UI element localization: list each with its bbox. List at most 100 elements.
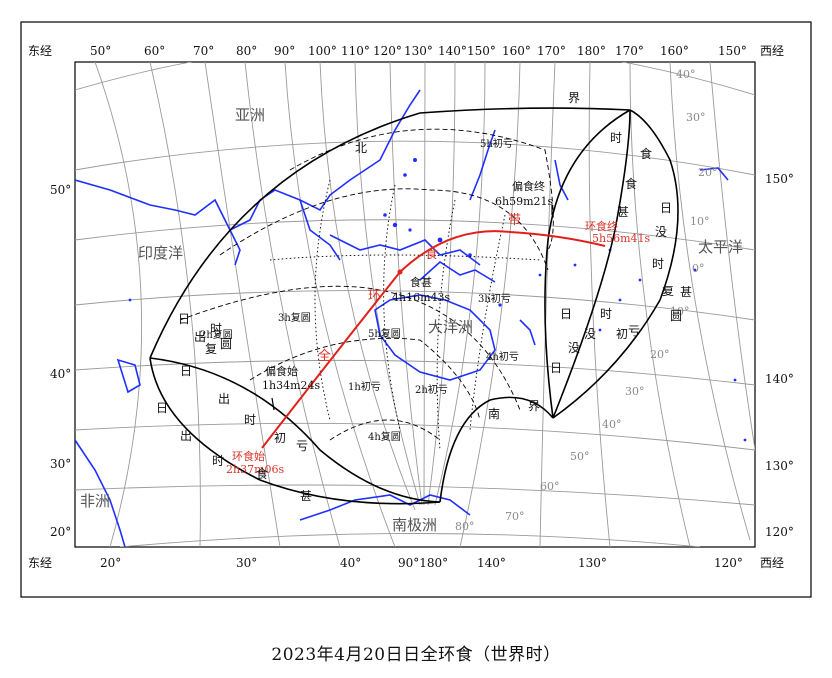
isoline-labels: 5h初亏 2h复圆 3h复圆 4h复圆 5h复圆 1h初亏 2h初亏 3h初亏 4h初亏 [200,137,519,443]
boundary-curves [149,107,679,505]
event-labels: 偏食终 6h59m21s 环食终 5h56m41s 食甚 4h16m43s 偏食… [226,179,651,476]
bottom-longitude-label: 30° [236,556,257,570]
top-longitude-label: 110° [341,44,370,58]
inner-latitude-label: 40° [676,68,696,81]
top-longitude-label: 150° [718,44,747,58]
isoline-label: 4h复圆 [368,430,401,443]
maximum-label: 食甚 [410,275,432,289]
inner-latitude-label: 20° [698,166,718,179]
dotted-isolines [269,179,541,451]
central-path [261,230,606,449]
top-longitude-label: 80° [236,44,257,58]
top-longitude-labels: 50° 60° 70° 80° 90° 100° 110° 120° 130° 140° 150° 1… [90,44,747,58]
curve-glyph-south_boundary: 界 [528,399,540,413]
annular-end-label: 环食终 [585,219,618,233]
curve-glyph-sunset_first: 没 [584,326,596,341]
top-longitude-label: 180° [577,44,606,58]
inner-latitude-label: 40° [602,418,622,431]
central-band-glyph: 全 [318,348,331,364]
left-latitude-label: 50° [50,183,71,197]
curve-glyph-sunrise_maximum: 甚 [300,489,312,503]
left-latitude-label: 20° [50,525,71,539]
inner-latitude-label: 20° [650,348,670,361]
frame-labels: 东经 西经 东经 西经 [28,44,784,570]
top-longitude-label: 160° [502,44,531,58]
curve-glyph-sunset_end: 日 [660,201,672,215]
map-caption: 2023年4月20日日全环食（世界时） [271,645,561,665]
map-border [74,61,756,548]
bottom-longitude-label: 140° [477,556,506,570]
isoline-label: 5h复圆 [368,327,401,340]
curve-glyph-sunrise_maximum: 日 [156,401,168,415]
annular-end-time: 5h56m41s [592,232,651,245]
isoline-label: 4h初亏 [486,350,519,363]
annular-start-time: 2h37m06s [226,463,285,476]
central-band-glyph: 环 [368,289,381,304]
inner-latitude-label: 50° [570,450,590,463]
top-longitude-label: 120° [373,44,402,58]
inner-latitude-label: 80° [455,520,475,533]
inner-latitude-label: 30° [625,385,645,398]
coastlines [75,89,729,547]
left-latitude-label: 40° [50,367,71,381]
curve-glyph-south_boundary: 南 [488,406,500,421]
left-latitude-labels: 50° 40° 30° 20° [50,183,71,539]
top-longitude-label: 130° [404,44,433,58]
curve-glyph-sunset_end: 没 [655,224,667,239]
top-longitude-label: 100° [308,44,337,58]
curve-glyph-sunset_end: 时 [652,257,664,271]
curve-glyph-sunrise: 圆 [220,337,232,351]
curve-glyph-sunset_first: 亏 [628,324,640,338]
bottom-right-frame-label: 西经 [760,556,784,570]
right-latitude-label: 150° [765,172,794,186]
africa-label: 非洲 [80,492,110,510]
top-longitude-label: 160° [660,44,689,58]
bottom-longitude-label: 120° [714,556,743,570]
islands [128,158,747,442]
top-longitude-label: 140° [438,44,467,58]
curve-glyph-sunset_end: 复 [662,284,674,298]
inner-latitude-label: 10° [690,215,710,228]
isoline-label: 1h初亏 [348,380,381,393]
path-ticks [271,205,553,411]
curve-glyph-sunset_first: 初 [616,327,628,341]
isoline-label: 2h复圆 [200,328,233,341]
top-right-frame-label: 西经 [760,44,784,58]
inner-latitude-label: 70° [505,510,525,523]
partial-end-label: 偏食终 [512,179,545,193]
top-longitude-label: 170° [615,44,644,58]
top-longitude-label: 50° [90,44,111,58]
top-longitude-label: 170° [537,44,566,58]
region-labels: 亚洲 印度洋 太平洋 大洋洲 非洲 南极洲 [80,106,743,534]
indian-ocean-label: 印度洋 [138,244,183,262]
inner-latitude-label: 10° [670,305,690,318]
graticule [75,62,755,547]
maximum-time: 4h16m43s [392,291,451,304]
annular-start-label: 环食始 [232,449,265,463]
inner-latitude-label: 30° [686,111,706,124]
eclipse-map-svg: 东经 西经 东经 西经 50° 60° 70° 80° 90° 100° 110° 120° 1… [20,21,812,598]
curve-glyph-sunrise: 复 [205,342,217,356]
curve-glyph-maximum_sunset: 食 [625,176,637,191]
isoline-label: 3h初亏 [478,292,511,305]
curve-glyph-sunset_maximum: 没 [568,340,580,355]
curve-glyph-sunset_first: 日 [560,307,572,321]
curve-glyph-sunrise_first: 日 [180,364,192,378]
curve-glyph-sunrise: 日 [178,312,190,326]
inner-latitude-labels: 40° 30° 20° 10° 0° 10° 20° 30° 40° 50° 60° 70° 80° [455,68,718,533]
partial-start-label: 偏食始 [265,364,298,378]
inner-latitude-label: 0° [692,262,705,275]
partial-end-time: 6h59m21s [495,195,554,208]
outer-frame [20,21,812,598]
right-latitude-labels: 150° 140° 130° 120° [765,172,794,539]
curve-glyph-sunset_maximum: 时 [610,131,622,145]
curve-glyph-sunset_maximum: 甚 [680,285,692,299]
central-band-glyph: 带 [508,213,521,228]
curve-glyph-sunrise_first: 时 [244,413,256,427]
curve-glyph-north_boundary: 北 [355,141,367,155]
oceania-label: 大洋洲 [428,318,473,336]
left-latitude-label: 30° [50,457,71,471]
isoline-label: 5h初亏 [480,137,513,150]
top-longitude-label: 70° [193,44,214,58]
